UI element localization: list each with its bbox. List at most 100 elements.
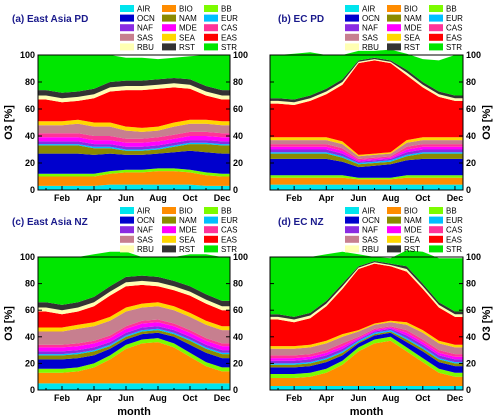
legend-label-rbu: RBU (362, 43, 379, 52)
x-tick-label: Apr (86, 393, 102, 403)
legend-label-sea: SEA (404, 235, 421, 244)
y-tick-label: 20 (466, 358, 476, 368)
legend-label-sas: SAS (362, 33, 378, 42)
legend-label-sea: SEA (179, 235, 196, 244)
area-bb (38, 168, 230, 177)
legend-label-naf: NAF (362, 24, 378, 33)
legend-label-sas: SAS (362, 235, 378, 244)
area-rst (38, 275, 230, 311)
area-sas (270, 140, 463, 159)
legend-swatch-eur (429, 14, 443, 22)
legend-label-bio: BIO (404, 207, 418, 216)
x-tick-label: Apr (319, 393, 335, 403)
plot-frame (269, 54, 464, 191)
area-nam (270, 153, 463, 168)
legend-swatch-air (120, 5, 134, 12)
y-tick-label: 40 (466, 332, 476, 342)
legend-swatch-nam (162, 216, 176, 224)
legend-swatch-rst (387, 245, 401, 253)
area-str (38, 251, 230, 305)
legend-swatch-bb (429, 5, 443, 12)
y-tick-label: 20 (25, 158, 35, 168)
legend-label-mde: MDE (179, 24, 197, 33)
legend-swatch-ocn (345, 14, 359, 22)
area-sea (270, 137, 463, 157)
area-sea (270, 320, 463, 349)
area-sas (270, 322, 463, 356)
legend-swatch-eas (429, 33, 443, 41)
legend-label-bb: BB (221, 207, 232, 216)
area-cas (38, 319, 230, 348)
legend-label-mde: MDE (404, 226, 422, 235)
legend-swatch-air (345, 5, 359, 12)
legend-label-rst: RST (404, 245, 420, 254)
legend-label-rbu: RBU (137, 245, 154, 254)
panel-b: 0 20 40 60 80 100 Feb Apr Jun Aug Oct Dec (b) EC PD O… (269, 5, 493, 203)
legend-swatch-naf (345, 226, 359, 234)
y-tick-label: 100 (20, 50, 35, 60)
area-naf (38, 326, 230, 355)
legend-label-bio: BIO (179, 5, 193, 14)
legend-swatch-sea (387, 235, 401, 243)
legend-label-str: STR (446, 245, 462, 254)
legend-label-rbu: RBU (362, 245, 379, 254)
plot-frame (269, 256, 464, 391)
legend-swatch-bb (429, 207, 443, 214)
y-tick-label: 0 (466, 385, 471, 395)
x-tick-label: Feb (54, 393, 71, 403)
panel-title: (d) EC NZ (278, 217, 324, 228)
y-tick-label: 60 (233, 305, 243, 315)
x-tick-label: Aug (382, 393, 400, 403)
x-tick-label: Oct (415, 193, 430, 203)
legend-swatch-nam (387, 216, 401, 224)
area-sea (38, 302, 230, 332)
legend-label-eur: EUR (221, 216, 238, 225)
area-mde (270, 327, 463, 361)
legend-swatch-naf (345, 24, 359, 32)
area-bb (38, 338, 230, 373)
area-nam (38, 144, 230, 155)
y-axis-label: O3 [%] (481, 105, 493, 140)
y-tick-label: 40 (466, 131, 476, 141)
legend-swatch-sas (345, 33, 359, 41)
area-air (38, 383, 230, 390)
legend-swatch-sas (345, 235, 359, 243)
y-axis-label: O3 [%] (481, 306, 493, 341)
legend-label-sas: SAS (137, 235, 153, 244)
y-tick-label: 0 (30, 185, 35, 195)
x-tick-label: Apr (319, 193, 335, 203)
area-ocn (270, 158, 463, 178)
legend-swatch-eur (204, 216, 218, 224)
legend-label-cas: CAS (221, 226, 237, 235)
panel-a: 0 0 20 20 40 40 60 60 80 80 100 100 Feb Apr Jun Aug Oct D… (3, 5, 248, 204)
legend-label-rst: RST (179, 245, 195, 254)
legend-swatch-rbu (120, 245, 134, 253)
legend-swatch-str (429, 245, 443, 253)
legend-label-sea: SEA (179, 33, 196, 42)
y-tick-label: 80 (466, 279, 476, 289)
area-str (270, 49, 463, 100)
x-tick-label: Aug (382, 193, 400, 203)
area-mde (38, 136, 230, 147)
y-tick-label: 0 (233, 185, 238, 195)
area-ocn (38, 332, 230, 369)
y-axis-label: O3 [%] (3, 105, 15, 140)
legend-label-eur: EUR (446, 216, 463, 225)
legend-label-sas: SAS (137, 33, 153, 42)
area-bb (270, 336, 463, 378)
y-tick-label: 80 (466, 77, 476, 87)
legend-swatch-ocn (345, 216, 359, 224)
legend-label-eur: EUR (446, 14, 463, 23)
x-tick-label: Jun (118, 193, 134, 203)
legend-swatch-sea (162, 33, 176, 41)
area-sas (38, 306, 230, 345)
legend-label-bio: BIO (179, 207, 193, 216)
area-eur (270, 330, 463, 365)
legend-swatch-bb (204, 207, 218, 214)
x-tick-label: Feb (286, 393, 303, 403)
area-ocn (38, 150, 230, 174)
legend-swatch-eas (429, 235, 443, 243)
legend-label-str: STR (221, 245, 237, 254)
legend-label-bb: BB (446, 207, 457, 216)
